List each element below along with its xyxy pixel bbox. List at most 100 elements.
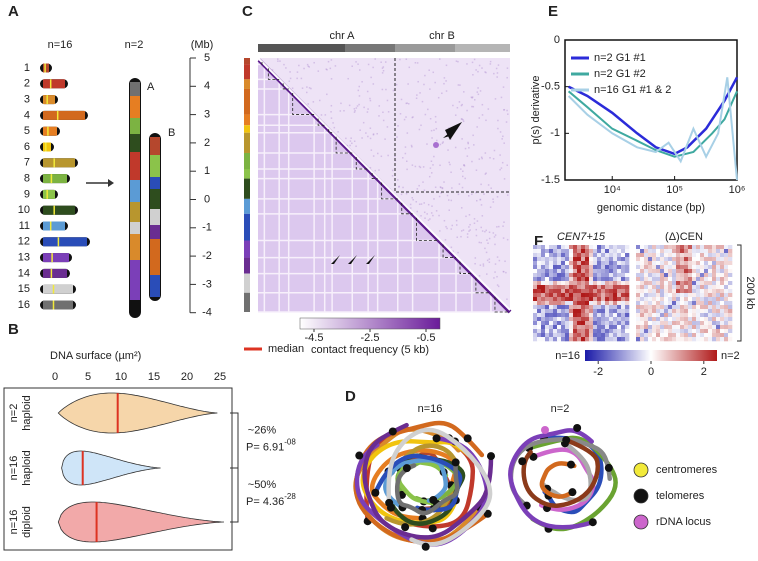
- heatmap-cell: [569, 257, 574, 262]
- heatmap-speck: [479, 90, 482, 92]
- heatmap-cell: [573, 305, 578, 310]
- heatmap-cell: [640, 325, 645, 330]
- heatmap-speck: [480, 226, 482, 229]
- heatmap-cell: [593, 253, 598, 258]
- heatmap-speck: [443, 181, 445, 183]
- heatmap-cell: [537, 257, 542, 262]
- heatmap-cell: [704, 253, 709, 258]
- heatmap-speck: [460, 118, 463, 120]
- heatmap-cell: [700, 293, 705, 298]
- heatmap-cell: [549, 305, 554, 310]
- heatmap-speck: [428, 175, 431, 178]
- heatmap-cell: [684, 297, 689, 302]
- heatmap-cell: [549, 253, 554, 258]
- heatmap-speck: [355, 61, 357, 63]
- heatmap-cell: [553, 305, 558, 310]
- heatmap-speck: [408, 66, 411, 69]
- heatmap-cell: [664, 317, 669, 322]
- heatmap-cell: [557, 245, 562, 250]
- heatmap-cell: [561, 249, 566, 254]
- heatmap-cell: [625, 317, 630, 322]
- heatmap-cell: [617, 301, 622, 306]
- heatmap-cell: [708, 281, 713, 286]
- heatmap-cell: [573, 289, 578, 294]
- heatmap-cell: [712, 297, 717, 302]
- heatmap-cell: [581, 281, 586, 286]
- heatmap-cell: [720, 313, 725, 318]
- heatmap-cell: [549, 321, 554, 326]
- heatmap-cell: [553, 281, 558, 286]
- heatmap-cell: [656, 245, 661, 250]
- heatmap-cell: [680, 297, 685, 302]
- heatmap-cell: [676, 289, 681, 294]
- heatmap-cell: [593, 245, 598, 250]
- heatmap-speck: [488, 237, 491, 240]
- heatmap-speck: [378, 169, 380, 171]
- heatmap-cell: [621, 285, 626, 290]
- heatmap-cell: [700, 325, 705, 330]
- telomere: [428, 524, 437, 533]
- heatmap-cell: [613, 309, 618, 314]
- heatmap-cell: [533, 305, 538, 310]
- chromosome-body: [43, 300, 73, 310]
- heatmap-cell: [652, 273, 657, 278]
- heatmap-cell: [589, 261, 594, 266]
- heatmap-cell: [537, 269, 542, 274]
- heatmap-cell: [561, 305, 566, 310]
- heatmap-cell: [581, 257, 586, 262]
- heatmap-cell: [688, 281, 693, 286]
- heatmap-cell: [561, 277, 566, 282]
- heatmap-cell: [625, 337, 630, 342]
- heatmap-speck: [400, 98, 403, 101]
- heatmap-cell: [700, 333, 705, 338]
- heatmap-cell: [553, 253, 558, 258]
- heatmap-speck: [485, 229, 488, 232]
- heatmap-cell: [569, 273, 574, 278]
- heatmap-speck: [470, 96, 473, 99]
- heatmap-cell: [696, 321, 701, 326]
- heatmap-cell: [680, 281, 685, 286]
- heatmap-speck: [493, 277, 495, 279]
- telomere: [487, 452, 496, 461]
- heatmap-speck: [466, 155, 469, 157]
- p-value-text: P= 6.91: [246, 441, 284, 453]
- tick-label: -2: [202, 250, 212, 262]
- heatmap-cell: [533, 325, 538, 330]
- heatmap-cell: [700, 329, 705, 334]
- tick-label: -4.5: [305, 332, 324, 344]
- heatmap-cell: [601, 257, 606, 262]
- heatmap-cell: [585, 329, 590, 334]
- heatmap-cell: [585, 289, 590, 294]
- heatmap-speck: [324, 114, 327, 116]
- heatmap-cell: [664, 281, 669, 286]
- heatmap-speck: [391, 169, 394, 172]
- heatmap-speck: [489, 157, 491, 159]
- heatmap-speck: [441, 92, 443, 95]
- heatmap-speck: [355, 145, 357, 148]
- heatmap-cell: [621, 309, 626, 314]
- heatmap-cell: [672, 249, 677, 254]
- axis-title: genomic distance (bp): [597, 202, 705, 214]
- heatmap-cell: [648, 269, 653, 274]
- heatmap-cell: [585, 313, 590, 318]
- heatmap-cell: [676, 277, 681, 282]
- heatmap-cell: [640, 321, 645, 326]
- heatmap-cell: [688, 285, 693, 290]
- heatmap-cell: [704, 329, 709, 334]
- heatmap-cell: [692, 289, 697, 294]
- heatmap-cell: [704, 297, 709, 302]
- heatmap-cell: [696, 289, 701, 294]
- heatmap-speck: [484, 230, 486, 233]
- heatmap-speck: [435, 210, 438, 212]
- heatmap-speck: [361, 81, 363, 83]
- heatmap-cell: [696, 301, 701, 306]
- heatmap-cell: [577, 325, 582, 330]
- heatmap-cell: [708, 245, 713, 250]
- chromosome-label: 3: [24, 94, 30, 106]
- heatmap-cell: [704, 293, 709, 298]
- heatmap-speck: [330, 111, 332, 113]
- heatmap-cell: [728, 261, 733, 266]
- heatmap-cell: [573, 257, 578, 262]
- heatmap-cell: [656, 305, 661, 310]
- heatmap-cell: [636, 293, 641, 298]
